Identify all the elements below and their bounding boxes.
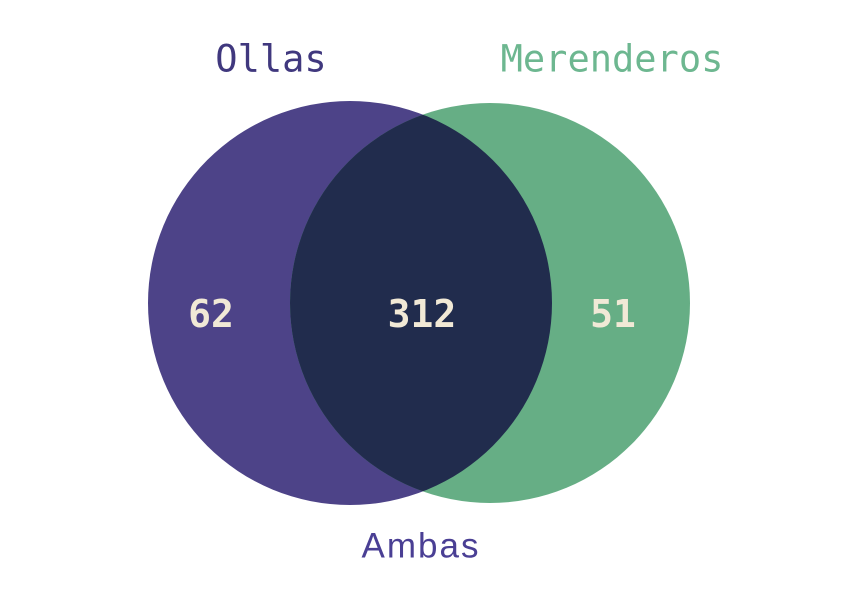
right-only-value: 51 bbox=[590, 292, 636, 336]
right-set-title: Merenderos bbox=[500, 37, 724, 81]
intersection-region bbox=[290, 103, 552, 503]
intersection-value: 312 bbox=[387, 292, 457, 336]
intersection-title: Ambas bbox=[361, 526, 481, 566]
left-only-value: 62 bbox=[188, 292, 234, 336]
left-set-title: Ollas bbox=[215, 37, 327, 81]
